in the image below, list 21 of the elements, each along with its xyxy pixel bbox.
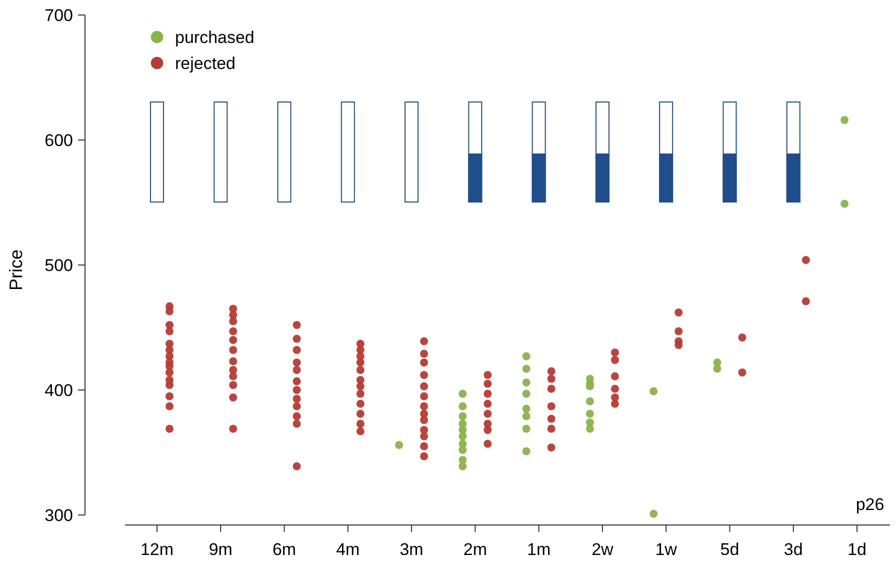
x-tick-label: 1d [848, 540, 866, 559]
y-tick-label: 500 [44, 256, 73, 275]
y-tick-label: 600 [44, 130, 73, 150]
x-tick-label: 1w [655, 540, 678, 559]
y-tick-label: 400 [44, 380, 73, 400]
x-tick-label: 5d [720, 540, 740, 559]
y-tick-label: 700 [44, 6, 73, 25]
x-tick-label: 4m [336, 540, 360, 559]
x-tick-label: 12m [140, 540, 174, 559]
x-tick-label: 3d [784, 540, 803, 559]
x-tick-label: 6m [272, 540, 296, 559]
x-tick-label: 2w [592, 540, 614, 559]
y-axis-title: Price [6, 249, 26, 291]
x-tick-label: 1m [527, 540, 551, 559]
legend-label: purchased [175, 28, 254, 47]
legend-label: rejected [175, 54, 236, 73]
x-tick-label: 2m [463, 540, 487, 559]
y-tick-label: 300 [44, 506, 73, 525]
annotation: p26 [856, 495, 884, 514]
x-tick-label: 9m [208, 540, 232, 559]
x-tick-label: 3m [400, 540, 424, 559]
